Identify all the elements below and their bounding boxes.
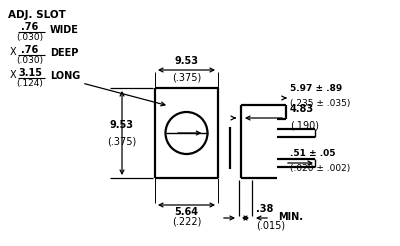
Text: (.375): (.375) xyxy=(172,72,201,82)
Text: MIN.: MIN. xyxy=(278,212,303,222)
Text: WIDE: WIDE xyxy=(50,25,79,35)
Text: (.030): (.030) xyxy=(16,33,44,42)
Text: (.015): (.015) xyxy=(256,220,285,230)
Text: LONG: LONG xyxy=(50,71,80,81)
Text: .38: .38 xyxy=(256,204,273,214)
Text: (.030): (.030) xyxy=(16,56,44,65)
Text: X: X xyxy=(10,47,17,57)
Text: .76: .76 xyxy=(21,22,39,32)
Text: (.375): (.375) xyxy=(107,136,137,146)
Text: .51 ± .05: .51 ± .05 xyxy=(290,149,336,158)
Text: DEEP: DEEP xyxy=(50,48,78,58)
Text: 9.53: 9.53 xyxy=(110,120,134,130)
Text: 3.15: 3.15 xyxy=(18,68,42,78)
Text: 5.97 ± .89: 5.97 ± .89 xyxy=(290,84,342,93)
Text: 4.83: 4.83 xyxy=(290,104,314,114)
Text: (.190): (.190) xyxy=(290,120,319,130)
Text: (.222): (.222) xyxy=(172,216,201,226)
Text: ADJ. SLOT: ADJ. SLOT xyxy=(8,10,66,20)
Text: 9.53: 9.53 xyxy=(174,56,198,66)
Text: 5.64: 5.64 xyxy=(174,207,198,217)
Text: (.124): (.124) xyxy=(16,79,44,88)
Text: .76: .76 xyxy=(21,45,39,55)
Text: X: X xyxy=(10,70,17,80)
Text: (.020 ± .002): (.020 ± .002) xyxy=(290,164,350,173)
Text: (.235 ± .035): (.235 ± .035) xyxy=(290,99,350,108)
